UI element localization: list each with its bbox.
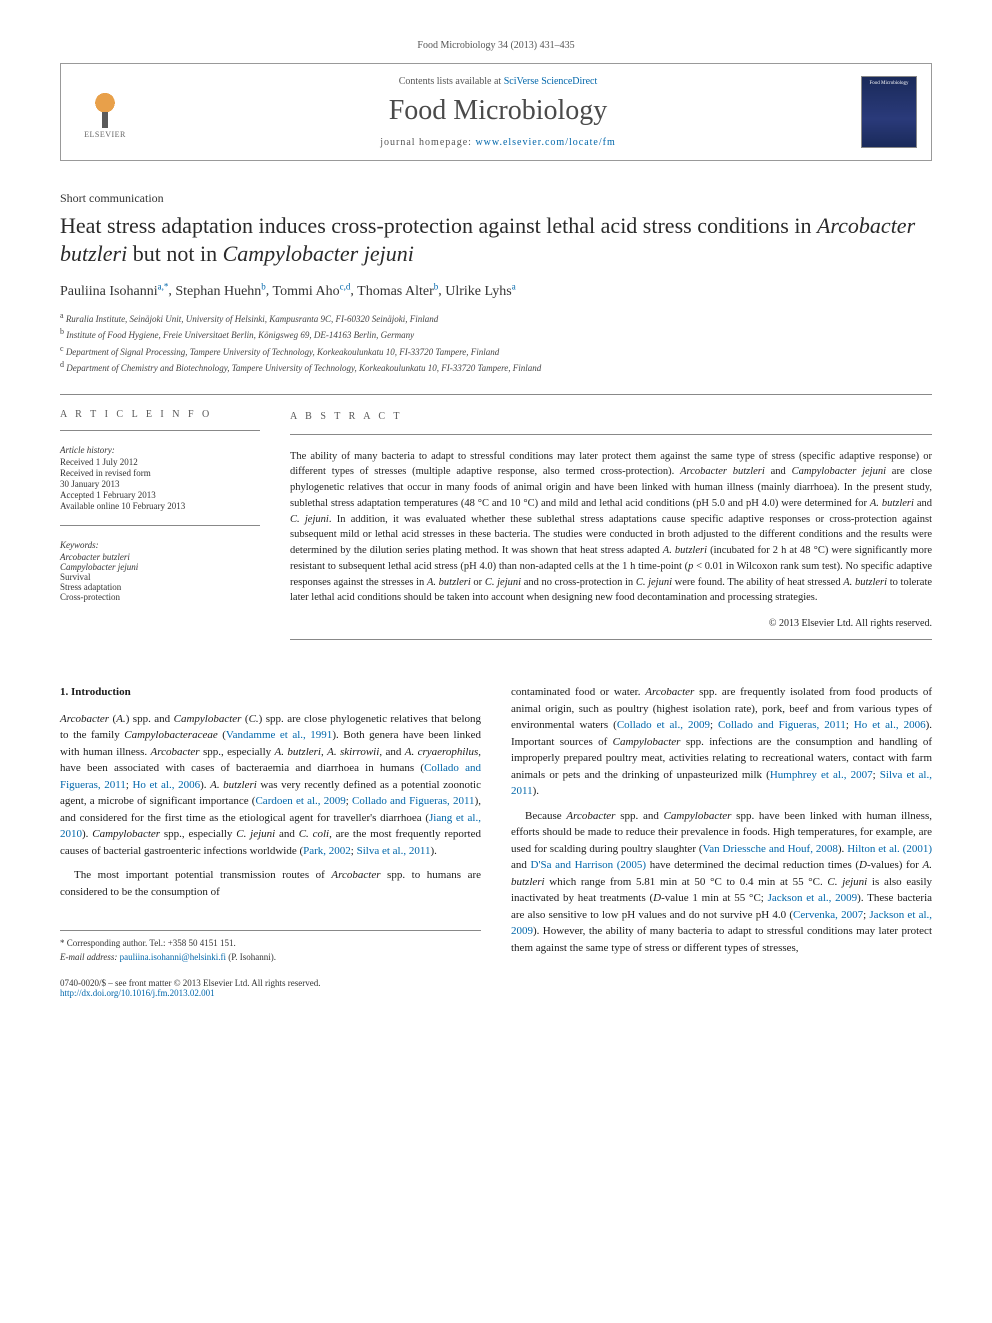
intro-para-2b: contaminated food or water. Arcobacter s… [511,684,932,800]
article-title: Heat stress adaptation induces cross-pro… [60,212,932,267]
elsevier-tree-icon [84,86,126,128]
keyword-2: Campylobacter jejuni [60,562,260,572]
body-columns: 1. Introduction Arcobacter (A.) spp. and… [60,684,932,964]
author-4[interactable]: Thomas Alterb [357,284,438,299]
affiliations: a Ruralia Institute, Seinäjoki Unit, Uni… [60,310,932,376]
issn-text: 0740-0020/$ – see front matter © 2013 El… [60,978,321,988]
abstract: A B S T R A C T The ability of many bact… [290,409,932,655]
article-info: A R T I C L E I N F O Article history: R… [60,409,260,655]
divider [60,525,260,526]
citation-link[interactable]: Park, 2002 [303,845,351,857]
citation-link[interactable]: Jackson et al., 2009 [511,909,932,938]
affiliation-b: b Institute of Food Hygiene, Freie Unive… [60,326,932,343]
citation-link[interactable]: Jackson et al., 2009 [768,892,858,904]
revised-date-2: 30 January 2013 [60,479,260,489]
title-part2: but not in [127,241,222,266]
citation-link[interactable]: Cervenka, 2007 [793,909,863,921]
email-link[interactable]: pauliina.isohanni@helsinki.fi [120,952,226,962]
keyword-1: Arcobacter butzleri [60,552,260,562]
received-date: Received 1 July 2012 [60,457,260,467]
keyword-5: Cross-protection [60,592,260,602]
page-footer: 0740-0020/$ – see front matter © 2013 El… [60,978,932,998]
journal-reference: Food Microbiology 34 (2013) 431–435 [60,40,932,51]
citation-link[interactable]: D'Sa and Harrison (2005) [531,859,647,871]
abstract-text: The ability of many bacteria to adapt to… [290,449,932,607]
journal-name: Food Microbiology [135,95,861,127]
column-right: contaminated food or water. Arcobacter s… [511,684,932,964]
citation-link[interactable]: Humphrey et al., 2007 [770,769,873,781]
citation-link[interactable]: Silva et al., 2011 [357,845,431,857]
sciencedirect-link[interactable]: SciVerse ScienceDirect [504,76,598,87]
email-label: E-mail address: [60,952,120,962]
affiliation-d: d Department of Chemistry and Biotechnol… [60,359,932,376]
email-suffix: (P. Isohanni). [228,952,276,962]
article-history: Article history: Received 1 July 2012 Re… [60,445,260,511]
issn-line: 0740-0020/$ – see front matter © 2013 El… [60,978,321,998]
homepage-line: journal homepage: www.elsevier.com/locat… [135,137,861,148]
keyword-3: Survival [60,572,260,582]
affiliation-c: c Department of Signal Processing, Tampe… [60,343,932,360]
citation-link[interactable]: Collado et al., 2009 [617,719,710,731]
elsevier-logo[interactable]: ELSEVIER [75,82,135,142]
citation-link[interactable]: Ho et al., 2006 [132,779,200,791]
divider [290,639,932,640]
author-3[interactable]: Tommi Ahoc,d [273,284,351,299]
citation-link[interactable]: Ho et al., 2006 [854,719,926,731]
citation-link[interactable]: Vandamme et al., 1991 [226,729,332,741]
column-left: 1. Introduction Arcobacter (A.) spp. and… [60,684,481,964]
doi-link[interactable]: http://dx.doi.org/10.1016/j.fm.2013.02.0… [60,988,215,998]
copyright: © 2013 Elsevier Ltd. All rights reserved… [290,616,932,631]
citation-link[interactable]: Collado and Figueras, 2011 [352,795,475,807]
citation-link[interactable]: Van Driessche and Houf, 2008 [703,843,838,855]
citation-link[interactable]: Collado and Figueras, 2011 [718,719,846,731]
corresponding-author: * Corresponding author. Tel.: +358 50 41… [60,937,481,951]
divider [60,430,260,431]
divider [290,434,932,435]
header-center: Contents lists available at SciVerse Sci… [135,76,861,148]
intro-para-2a: The most important potential transmissio… [60,867,481,900]
citation-link[interactable]: Hilton et al. (2001) [847,843,932,855]
online-date: Available online 10 February 2013 [60,501,260,511]
info-abstract-row: A R T I C L E I N F O Article history: R… [60,409,932,655]
accepted-date: Accepted 1 February 2013 [60,490,260,500]
footnotes: * Corresponding author. Tel.: +358 50 41… [60,930,481,964]
journal-header: ELSEVIER Contents lists available at Sci… [60,63,932,161]
author-2[interactable]: Stephan Huehnb [175,284,265,299]
section-1-heading: 1. Introduction [60,684,481,701]
email-line: E-mail address: pauliina.isohanni@helsin… [60,951,481,965]
journal-cover-thumb[interactable]: Food Microbiology [861,76,917,148]
revised-date-1: Received in revised form [60,468,260,478]
author-5[interactable]: Ulrike Lyhsa [445,284,516,299]
title-part1: Heat stress adaptation induces cross-pro… [60,213,817,238]
article-type: Short communication [60,191,932,206]
intro-para-3: Because Arcobacter spp. and Campylobacte… [511,808,932,957]
homepage-link[interactable]: www.elsevier.com/locate/fm [475,137,615,148]
doi-line: http://dx.doi.org/10.1016/j.fm.2013.02.0… [60,988,321,998]
author-1[interactable]: Pauliina Isohannia,* [60,284,168,299]
keywords-label: Keywords: [60,540,260,550]
title-italic2: Campylobacter jejuni [223,241,414,266]
affiliation-a: a Ruralia Institute, Seinäjoki Unit, Uni… [60,310,932,327]
keywords-block: Keywords: Arcobacter butzleri Campylobac… [60,540,260,602]
contents-prefix: Contents lists available at [399,76,504,87]
homepage-prefix: journal homepage: [380,137,475,148]
abstract-heading: A B S T R A C T [290,409,932,424]
intro-para-1: Arcobacter (A.) spp. and Campylobacter (… [60,711,481,860]
history-label: Article history: [60,445,260,455]
article-info-heading: A R T I C L E I N F O [60,409,260,420]
elsevier-label: ELSEVIER [84,130,126,139]
citation-link[interactable]: Cardoen et al., 2009 [255,795,345,807]
divider [60,394,932,395]
authors: Pauliina Isohannia,*, Stephan Huehnb, To… [60,281,932,300]
contents-line: Contents lists available at SciVerse Sci… [135,76,861,87]
page: Food Microbiology 34 (2013) 431–435 ELSE… [0,0,992,1038]
citation-link[interactable]: Collado and Figueras, 2011 [60,762,481,791]
cover-thumb-label: Food Microbiology [869,81,908,86]
keyword-4: Stress adaptation [60,582,260,592]
